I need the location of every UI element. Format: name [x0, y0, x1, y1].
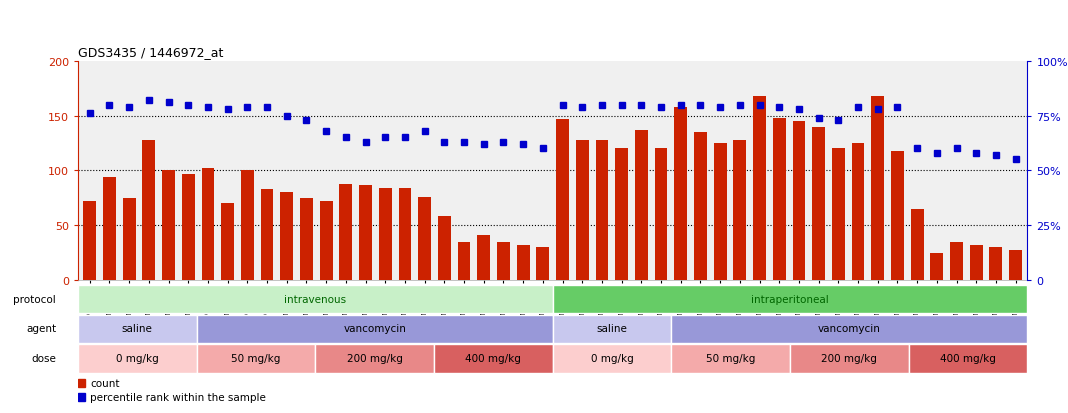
- Bar: [281, 193, 294, 280]
- Text: 200 mg/kg: 200 mg/kg: [347, 353, 403, 363]
- Bar: [398, 188, 411, 280]
- Text: intraperitoneal: intraperitoneal: [751, 294, 829, 304]
- Bar: [379, 188, 392, 280]
- Bar: [434, 344, 553, 373]
- Bar: [672, 344, 790, 373]
- Bar: [655, 149, 668, 280]
- Bar: [556, 119, 569, 280]
- Text: 200 mg/kg: 200 mg/kg: [821, 353, 877, 363]
- Bar: [261, 190, 273, 280]
- Bar: [790, 344, 909, 373]
- Text: 50 mg/kg: 50 mg/kg: [232, 353, 281, 363]
- Bar: [773, 119, 786, 280]
- Bar: [871, 97, 884, 280]
- Bar: [713, 144, 726, 280]
- Text: dose: dose: [31, 353, 57, 363]
- Bar: [202, 169, 215, 280]
- Bar: [536, 248, 549, 280]
- Bar: [162, 171, 175, 280]
- Text: GDS3435 / 1446972_at: GDS3435 / 1446972_at: [78, 46, 223, 59]
- Bar: [832, 149, 845, 280]
- Bar: [615, 149, 628, 280]
- Bar: [221, 204, 234, 280]
- Bar: [553, 285, 1027, 314]
- Text: vancomycin: vancomycin: [343, 323, 406, 334]
- Bar: [596, 140, 609, 280]
- Text: saline: saline: [122, 323, 153, 334]
- Bar: [340, 184, 352, 280]
- Bar: [930, 253, 943, 280]
- Text: agent: agent: [26, 323, 57, 334]
- Bar: [78, 285, 553, 314]
- Bar: [438, 217, 451, 280]
- Bar: [911, 209, 924, 280]
- Bar: [142, 140, 155, 280]
- Bar: [576, 140, 588, 280]
- Bar: [315, 344, 434, 373]
- Text: count: count: [91, 378, 120, 388]
- Bar: [989, 248, 1002, 280]
- Bar: [78, 393, 84, 401]
- Bar: [1009, 251, 1022, 280]
- Bar: [970, 245, 983, 280]
- Bar: [182, 174, 194, 280]
- Bar: [241, 171, 254, 280]
- Bar: [458, 242, 470, 280]
- Bar: [672, 315, 1027, 344]
- Bar: [359, 185, 372, 280]
- Bar: [197, 344, 315, 373]
- Bar: [497, 242, 509, 280]
- Text: percentile rank within the sample: percentile rank within the sample: [91, 392, 266, 402]
- Bar: [104, 178, 116, 280]
- Bar: [951, 242, 963, 280]
- Bar: [78, 344, 197, 373]
- Text: vancomycin: vancomycin: [818, 323, 881, 334]
- Text: 400 mg/kg: 400 mg/kg: [466, 353, 521, 363]
- Bar: [694, 133, 707, 280]
- Bar: [319, 202, 332, 280]
- Bar: [891, 151, 904, 280]
- Bar: [477, 235, 490, 280]
- Bar: [83, 202, 96, 280]
- Bar: [300, 198, 313, 280]
- Bar: [635, 131, 647, 280]
- Text: 50 mg/kg: 50 mg/kg: [706, 353, 755, 363]
- Text: 400 mg/kg: 400 mg/kg: [940, 353, 996, 363]
- Bar: [909, 344, 1027, 373]
- Bar: [753, 97, 766, 280]
- Bar: [197, 315, 553, 344]
- Bar: [553, 315, 672, 344]
- Bar: [792, 122, 805, 280]
- Bar: [734, 140, 747, 280]
- Bar: [419, 197, 431, 280]
- Bar: [123, 198, 136, 280]
- Bar: [812, 127, 824, 280]
- Bar: [78, 315, 197, 344]
- Text: 0 mg/kg: 0 mg/kg: [591, 353, 633, 363]
- Text: protocol: protocol: [14, 294, 57, 304]
- Bar: [674, 107, 687, 280]
- Text: saline: saline: [597, 323, 628, 334]
- Bar: [517, 245, 530, 280]
- Text: intravenous: intravenous: [284, 294, 346, 304]
- Bar: [851, 144, 864, 280]
- Bar: [553, 344, 672, 373]
- Bar: [78, 379, 84, 387]
- Text: 0 mg/kg: 0 mg/kg: [116, 353, 159, 363]
